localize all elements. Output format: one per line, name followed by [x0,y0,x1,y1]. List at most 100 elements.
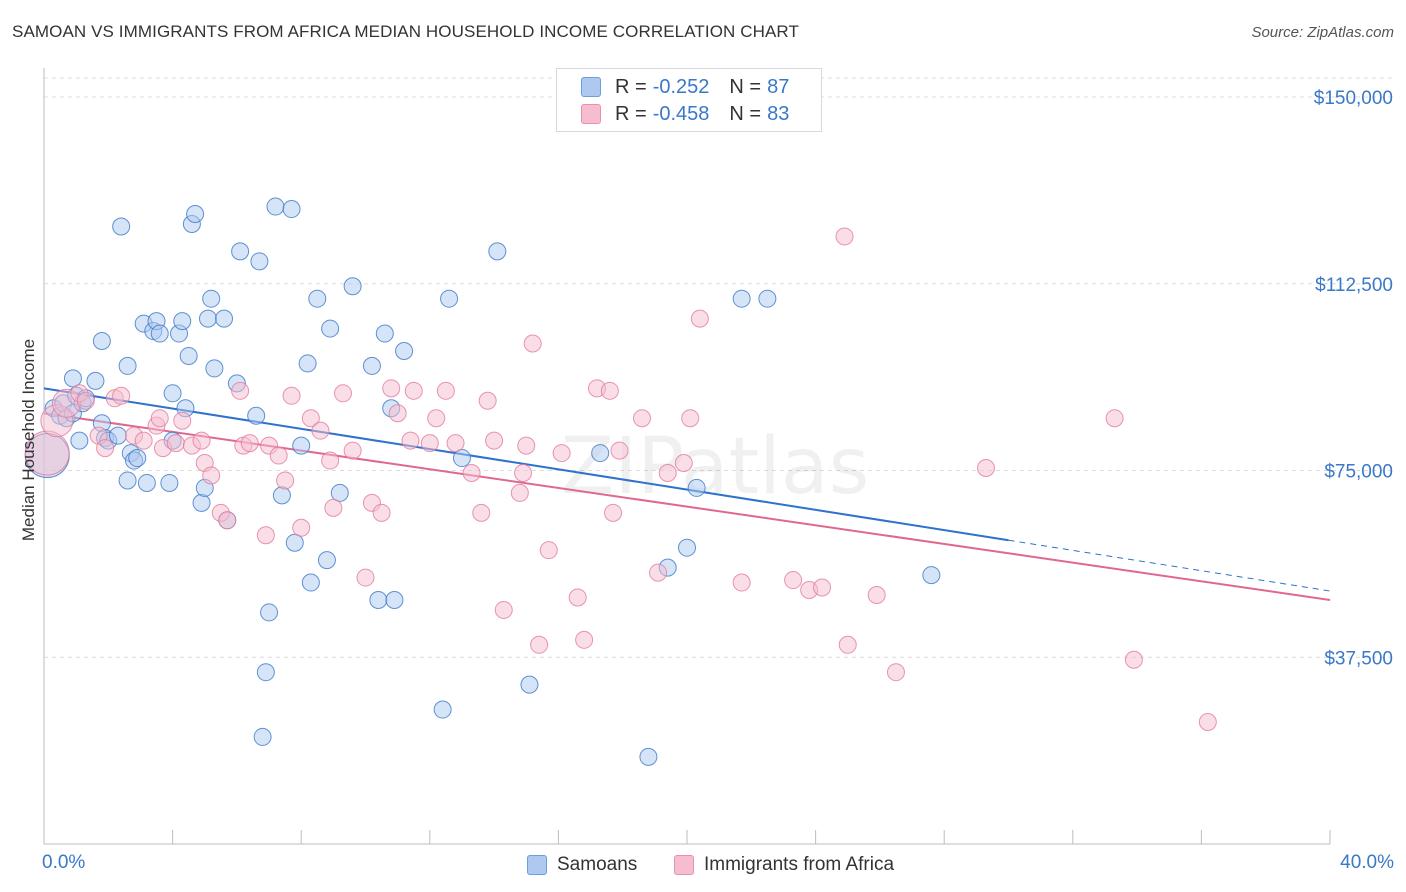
samoan-point [639,747,658,766]
samoan-swatch [527,855,547,875]
africa-point [401,431,420,450]
samoan-point [282,200,301,219]
africa-point [240,434,259,453]
samoan-point [732,289,751,308]
africa-point [218,511,237,530]
africa-point [96,439,115,458]
africa-point [658,463,677,482]
correlation-legend: R = -0.252 N = 87 R = -0.458 N = 83 [556,68,822,132]
y-tick-labels: $37,500 $75,000 $112,500 $150,000 [1314,88,1393,669]
samoan-point [247,406,266,425]
samoan-swatch [581,77,601,97]
samoan-point [179,346,198,365]
samoan-point [308,289,327,308]
watermark: ZIPatlas [561,422,869,512]
samoan-point [231,242,250,261]
africa-point [681,409,700,428]
legend-africa-label: Immigrants from Africa [704,854,895,875]
africa-swatch [581,104,601,124]
africa-point [472,503,491,522]
samoan-point [362,356,381,375]
africa-point [610,441,629,460]
samoan-point [272,486,291,505]
africa-point [343,441,362,460]
samoan-point [173,312,192,331]
r-label: R = [615,75,647,98]
africa-point [478,391,497,410]
x-tick-max: 40.0% [1340,852,1394,873]
samoan-point [215,309,234,328]
africa-point [462,463,481,482]
samoan-point [118,471,137,490]
africa-point [436,381,455,400]
samoan-point [108,426,127,445]
africa-point [485,431,504,450]
legend-item-samoans: Samoans [527,852,637,878]
africa-point [494,600,513,619]
africa-point [838,635,857,654]
samoan-point [205,359,224,378]
samoan-point [192,493,211,512]
africa-point [324,498,343,517]
samoan-point [321,319,340,338]
africa-point [372,503,391,522]
samoan-point [292,436,311,455]
africa-point [301,409,320,428]
samoan-point [86,371,105,390]
africa-point [76,391,95,410]
africa-point [202,466,221,485]
samoan-point [150,324,169,343]
samoan-point [375,324,394,343]
n-label: N = [729,102,762,125]
samoan-trend-extension [1008,539,1331,592]
africa-point [382,379,401,398]
r-label: R = [615,102,647,125]
y-tick-label: $37,500 [1324,648,1393,669]
africa-point [517,436,536,455]
samoan-point [317,551,336,570]
samoan-point [260,603,279,622]
africa-point [321,451,340,470]
samoan-point [488,242,507,261]
africa-point [166,434,185,453]
africa-point [1105,409,1124,428]
samoan-point [202,289,221,308]
samoan-point [452,449,471,468]
y-tick-label: $112,500 [1315,275,1393,296]
samoan-point [118,356,137,375]
samoan-trend-line [43,387,1009,542]
samoan-point [128,449,147,468]
n-value: 87 [767,75,790,98]
samoan-point [250,252,269,271]
africa-point [112,386,131,405]
y-tick-label: $150,000 [1314,88,1393,109]
africa-point [150,409,169,428]
africa-point [732,573,751,592]
grid-lines [44,77,1395,658]
africa-point [600,381,619,400]
africa-point [231,381,250,400]
africa-point [311,421,330,440]
samoan-point [256,663,275,682]
samoan-point [591,444,610,463]
samoan-point [253,727,272,746]
samoan-point [112,217,131,236]
legend-samoans-label: Samoans [557,854,638,875]
africa-point [784,571,803,590]
africa-point [256,526,275,545]
africa-point [134,431,153,450]
africa-point [427,409,446,428]
africa-point [192,431,211,450]
africa-point [690,309,709,328]
n-value: 83 [767,102,790,125]
africa-point [835,227,854,246]
samoan-point [758,289,777,308]
y-axis-label: Median Household Income [19,338,38,542]
africa-point [276,471,295,490]
africa-point [269,446,288,465]
chart-source: Source: ZipAtlas.com [1251,24,1394,41]
africa-point [173,411,192,430]
y-tick-label: $75,000 [1324,462,1393,483]
samoan-point [198,309,217,328]
samoan-point [266,197,285,216]
